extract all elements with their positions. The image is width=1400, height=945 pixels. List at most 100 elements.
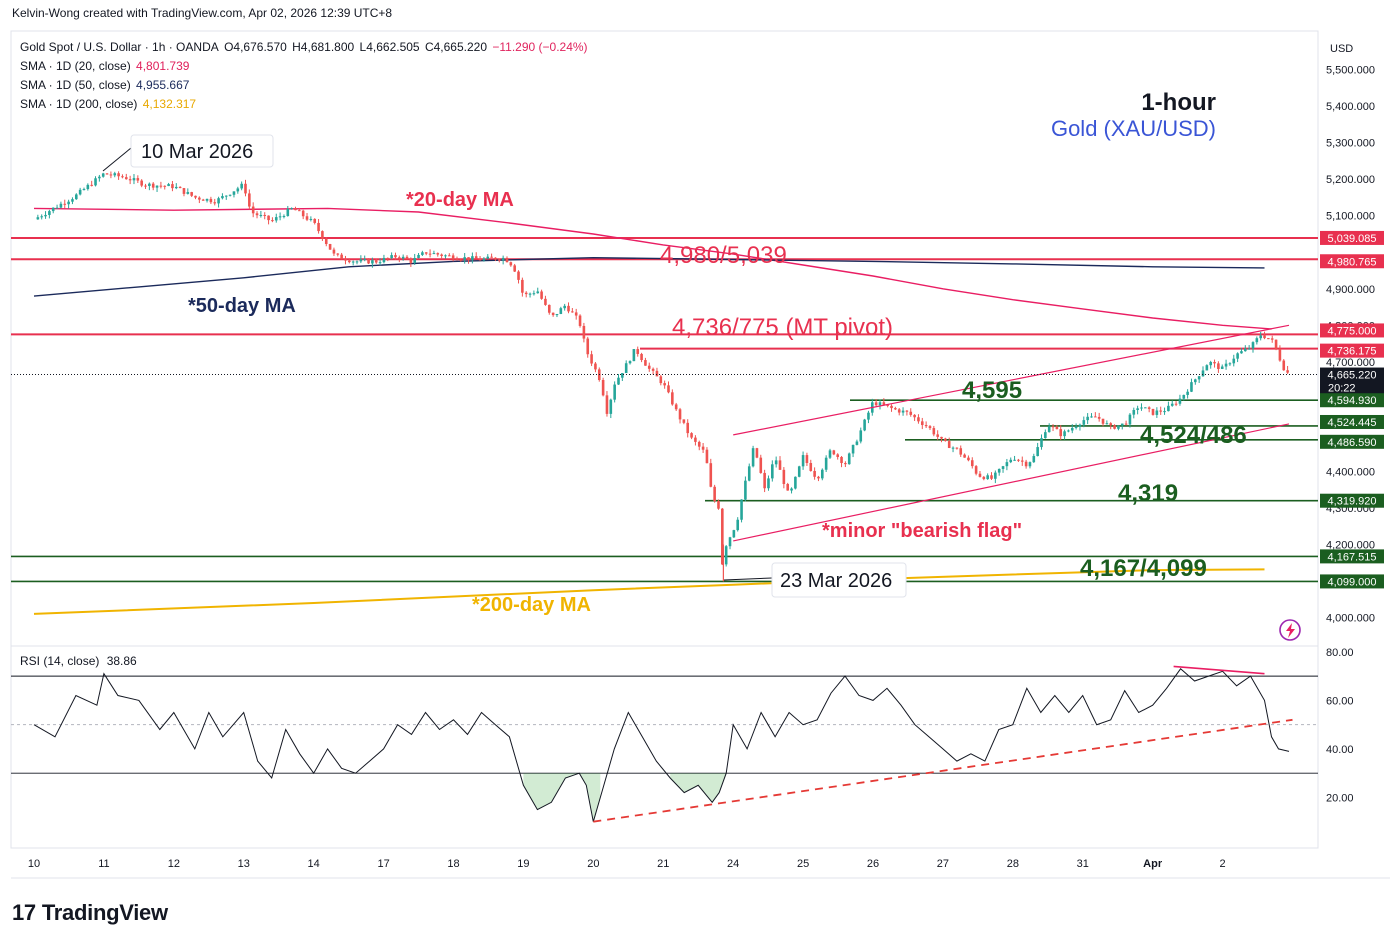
candle-body: [917, 417, 920, 422]
candle-body: [501, 257, 505, 261]
candle-body: [82, 189, 86, 191]
candle-body: [844, 463, 847, 465]
candle-body: [317, 222, 320, 232]
candle-body: [1078, 424, 1082, 427]
candle-body: [890, 405, 893, 409]
candle-body: [232, 191, 236, 195]
legend-sma200-label: SMA · 1D (200, close): [20, 97, 138, 111]
date-high-label: 10 Mar 2026: [141, 141, 253, 163]
candle-body: [309, 218, 313, 220]
candle-body: [109, 174, 113, 176]
candle-body: [1074, 426, 1078, 428]
candle-body: [240, 183, 243, 189]
candle-body: [371, 260, 374, 264]
candle-body: [351, 261, 355, 263]
rsi-axis[interactable]: 80.00 60.00 40.00 20.00: [1326, 647, 1354, 805]
price-badge-label: 4,099.000: [1328, 576, 1377, 588]
candle-body: [617, 377, 620, 385]
candle-body: [571, 311, 574, 313]
time-axis[interactable]: 10 11 12 13 14 17 18 19 20 21 24 25 26 27 28 31 Apr 2: [28, 858, 1226, 870]
date-low-label: 23 Mar 2026: [780, 570, 892, 592]
candle-body: [105, 173, 109, 175]
candle-body: [1174, 403, 1178, 405]
time-tick-label: 21: [657, 858, 669, 870]
candle-body: [621, 373, 624, 378]
candle-body: [55, 207, 59, 209]
candle-body: [640, 353, 643, 361]
candle-body: [1136, 408, 1139, 410]
candle-body: [1259, 335, 1262, 339]
legend-sma200-row[interactable]: SMA · 1D (200, close) 4,132.317: [20, 95, 590, 114]
date-low-callout: 23 Mar 2026: [723, 562, 907, 598]
rsi-legend[interactable]: RSI (14, close) 38.86: [20, 654, 137, 668]
candle-body: [205, 198, 209, 201]
candle-body: [151, 183, 155, 188]
candle-body: [113, 173, 117, 176]
price-badge: [1320, 414, 1384, 429]
candle-body: [1013, 459, 1016, 461]
candle-body: [48, 211, 51, 215]
horizontal-levels: [11, 236, 1318, 583]
rsi-tick-label: 20.00: [1326, 792, 1354, 804]
candle-body: [313, 218, 317, 223]
candle-body: [697, 441, 701, 447]
tradingview-brand[interactable]: 17 TradingView: [12, 900, 168, 926]
candle-body: [444, 255, 447, 257]
currency-label[interactable]: USD: [1330, 43, 1353, 55]
candle-body: [632, 349, 636, 362]
candle-body: [1090, 416, 1093, 418]
candle-body: [705, 449, 709, 464]
candle-body: [244, 183, 247, 194]
time-tick-label: 2: [1220, 858, 1226, 870]
candle-body: [1170, 403, 1174, 406]
candle-body: [590, 354, 593, 364]
legend-symbol-row[interactable]: Gold Spot / U.S. Dollar · 1h · OANDA O4,…: [20, 38, 590, 57]
candle-body: [209, 198, 213, 203]
chart-legend: Gold Spot / U.S. Dollar · 1h · OANDA O4,…: [20, 38, 590, 114]
candle-body: [424, 252, 428, 254]
candle-body: [990, 475, 993, 479]
candle-body: [1270, 338, 1274, 340]
candle-body: [732, 530, 736, 538]
legend-sma50-row[interactable]: SMA · 1D (50, close) 4,955.667: [20, 76, 590, 95]
candle-body: [1274, 339, 1278, 349]
candle-body: [982, 476, 986, 480]
price-chart[interactable]: USD 5,500.000 5,400.000 5,300.000 5,200.000…: [0, 0, 1400, 900]
candle-body: [1055, 426, 1059, 430]
candle-body: [997, 468, 1001, 473]
candle-body: [736, 519, 740, 531]
candle-body: [744, 480, 747, 500]
candle-body: [813, 470, 816, 477]
rsi-tick-label: 60.00: [1326, 695, 1354, 707]
candle-body: [432, 253, 436, 255]
candle-body: [713, 486, 716, 502]
candle-body: [409, 259, 413, 263]
sma50-line: [33, 256, 1265, 297]
time-tick-label: 25: [797, 858, 809, 870]
candle-body: [401, 256, 405, 259]
ma200-label: *200-day MA: [472, 594, 591, 616]
candle-body: [1217, 363, 1220, 369]
candle-body: [540, 291, 543, 299]
candle-body: [863, 419, 866, 431]
candle-body: [86, 184, 90, 190]
candle-body: [574, 312, 578, 316]
candle-body: [605, 395, 609, 414]
candle-body: [1101, 418, 1105, 424]
time-tick-label: 28: [1007, 858, 1019, 870]
candle-body: [190, 192, 193, 196]
candle-body: [1128, 414, 1132, 425]
time-tick-label: 27: [937, 858, 949, 870]
candle-body: [286, 208, 290, 217]
flash-icon[interactable]: [1279, 619, 1301, 641]
candle-body: [186, 192, 190, 194]
candle-body: [767, 478, 770, 489]
legend-sma20-row[interactable]: SMA · 1D (20, close) 4,801.739: [20, 57, 590, 76]
price-badge: [1320, 574, 1384, 589]
flag-label: *minor "bearish flag": [822, 520, 1022, 542]
candle-body: [1032, 456, 1036, 463]
time-tick-label: 13: [238, 858, 250, 870]
candle-body: [1105, 423, 1109, 425]
candle-body: [440, 254, 443, 257]
candle-body: [771, 464, 774, 479]
